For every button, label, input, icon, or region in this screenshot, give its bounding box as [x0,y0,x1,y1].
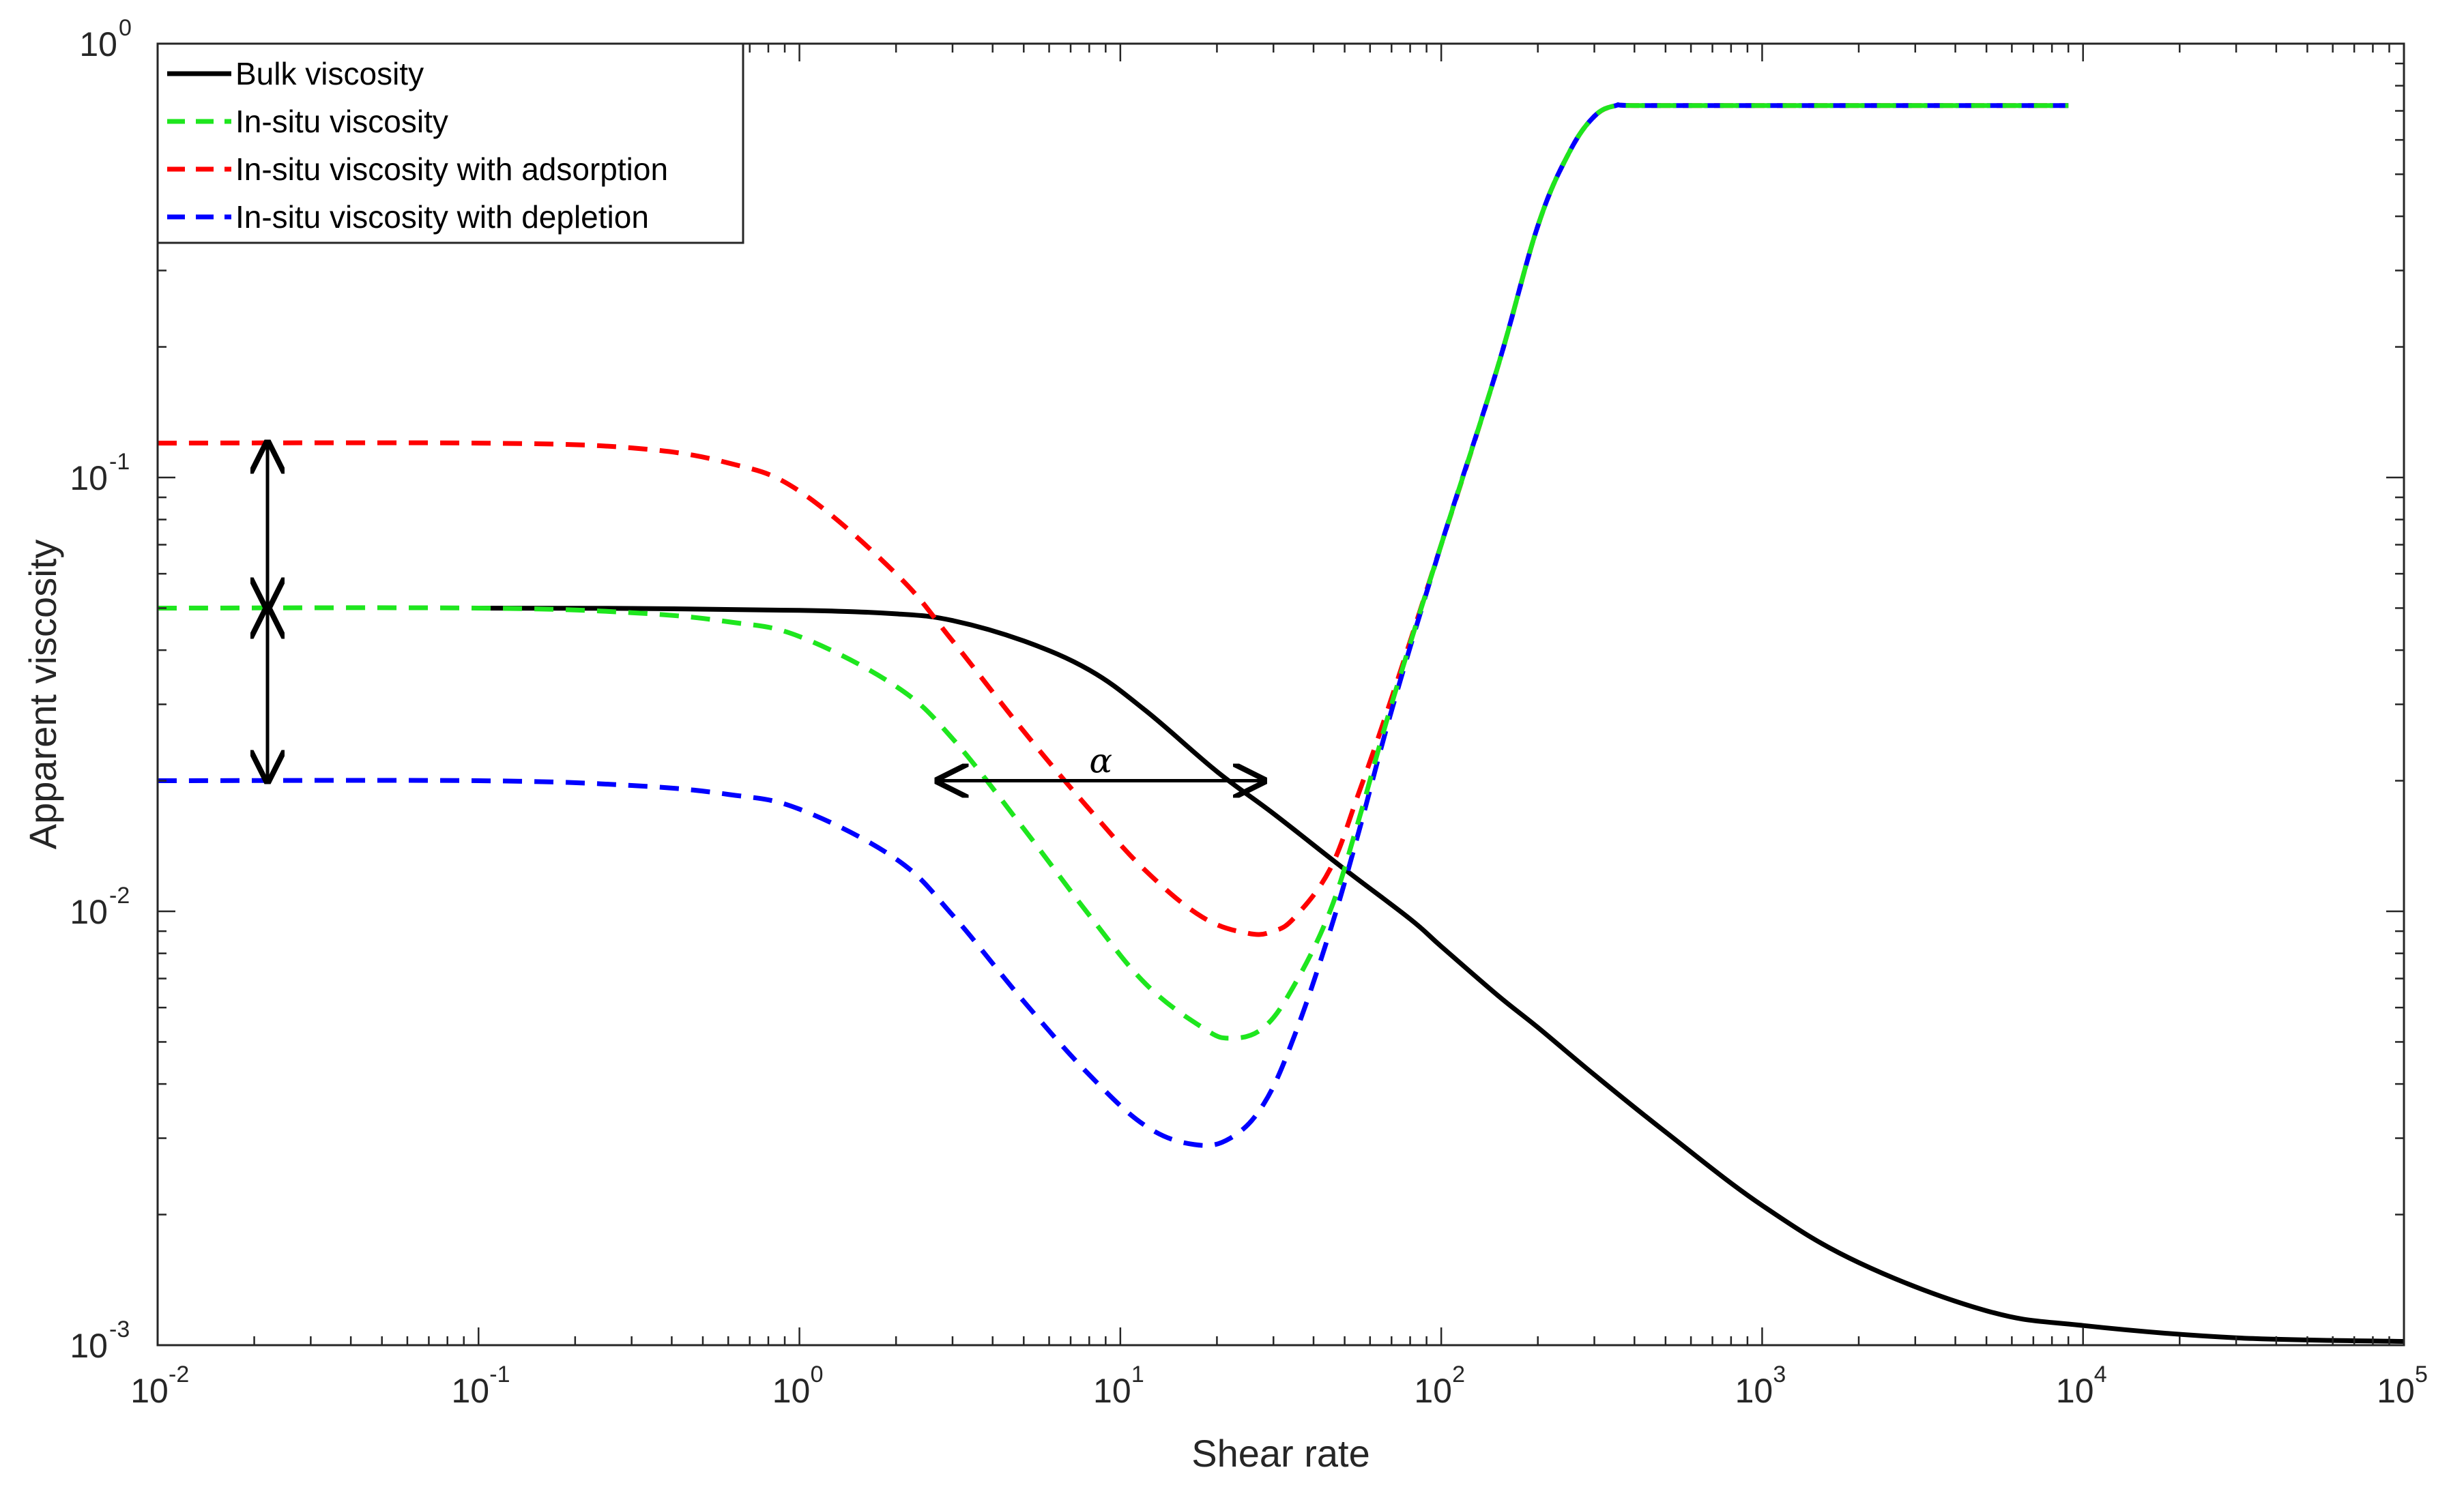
y-axis-label: Apparent viscosity [21,540,64,849]
axes-frame [156,42,2405,1347]
y-tick-exponent: -3 [109,1317,130,1342]
x-tick-exponent: -2 [169,1362,189,1387]
x-tick-exponent: 1 [1131,1362,1144,1387]
x-tick-label: 10 [2056,1372,2094,1410]
legend-box [156,42,744,244]
x-axis-label: Shear rate [1191,1432,1370,1475]
y-tick-label: 10 [70,459,108,497]
y-tick-exponent: -2 [109,883,130,909]
x-tick-exponent: 4 [2094,1362,2107,1387]
y-tick-exponent: 0 [119,15,132,41]
x-tick-exponent: -1 [489,1362,510,1387]
legend-label: Bulk viscosity [235,56,424,91]
series-bulk-viscosity [478,606,2405,1344]
x-tick-exponent: 3 [1773,1362,1786,1387]
y-tick-exponent: -1 [109,449,130,475]
series-in-situ-depletion [157,102,2069,1148]
legend-label: In-situ viscosity with adsorption [235,151,668,187]
x-tick-label: 10 [451,1372,489,1410]
x-tick-label: 10 [2377,1372,2415,1410]
x-tick-label: 10 [1093,1372,1131,1410]
legend-label: In-situ viscosity with depletion [235,199,649,235]
x-tick-exponent: 5 [2415,1362,2428,1387]
x-tick-label: 10 [130,1372,169,1410]
x-tick-label: 10 [1735,1372,1773,1410]
legend-label: In-situ viscosity [235,104,448,139]
y-tick-label: 10 [70,893,108,931]
series-in-situ-viscosity [157,102,2069,1041]
x-tick-exponent: 2 [1452,1362,1465,1387]
y-tick-label: 10 [70,1327,108,1365]
y-tick-label: 10 [79,25,117,63]
x-tick-exponent: 0 [811,1362,824,1387]
x-tick-label: 10 [1414,1372,1452,1410]
series-in-situ-adsorption [157,102,2069,937]
annotation-alpha-label: α [1089,741,1112,781]
x-tick-label: 10 [772,1372,811,1410]
